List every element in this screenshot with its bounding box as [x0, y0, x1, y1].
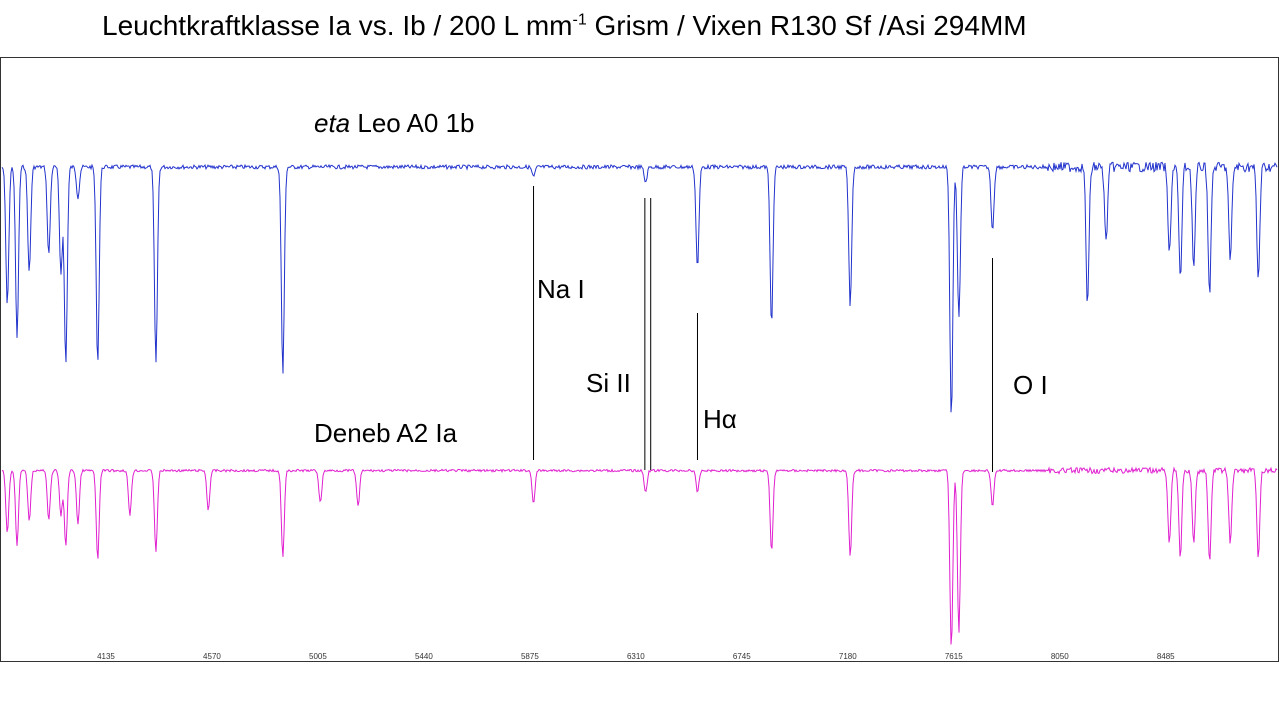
x-tick-label-4: 5875	[521, 652, 539, 661]
annotation-h-alpha: Hα	[703, 404, 737, 434]
series-label-eta-leo: eta Leo A0 1b	[314, 108, 475, 139]
series-label-deneb: Deneb A2 Ia	[314, 418, 458, 448]
x-tick-label-2: 5005	[309, 652, 327, 661]
x-tick-label-8: 7615	[945, 652, 963, 661]
x-tick-label-9: 8050	[1051, 652, 1069, 661]
title-rest: Grism / Vixen R130 Sf /Asi 294MM	[586, 10, 1027, 41]
x-tick-label-10: 8485	[1157, 652, 1175, 661]
plot-area	[0, 57, 1279, 662]
annotation-na-i: Na I	[537, 274, 585, 304]
x-tick-label-6: 6745	[733, 652, 751, 661]
title-superscript: -1	[572, 11, 587, 29]
x-tick-label-1: 4570	[203, 652, 221, 661]
chart-title: Leuchtkraftklasse Ia vs. Ib / 200 L mm-1…	[102, 10, 1027, 42]
x-tick-label-5: 6310	[627, 652, 645, 661]
series-label-eta-rest: Leo A0 1b	[350, 108, 475, 138]
annotation-si-ii: Si II	[586, 368, 631, 398]
x-tick-label-7: 7180	[839, 652, 857, 661]
series-label-eta-italic: eta	[314, 108, 351, 138]
series-line-0	[1, 161, 1278, 413]
x-tick-label-3: 5440	[415, 652, 433, 661]
x-tick-label-0: 4135	[97, 652, 115, 661]
series-line-1	[1, 466, 1278, 645]
title-main: Leuchtkraftklasse Ia vs. Ib / 200 L mm	[102, 10, 573, 41]
annotation-o-i: O I	[1013, 370, 1048, 400]
